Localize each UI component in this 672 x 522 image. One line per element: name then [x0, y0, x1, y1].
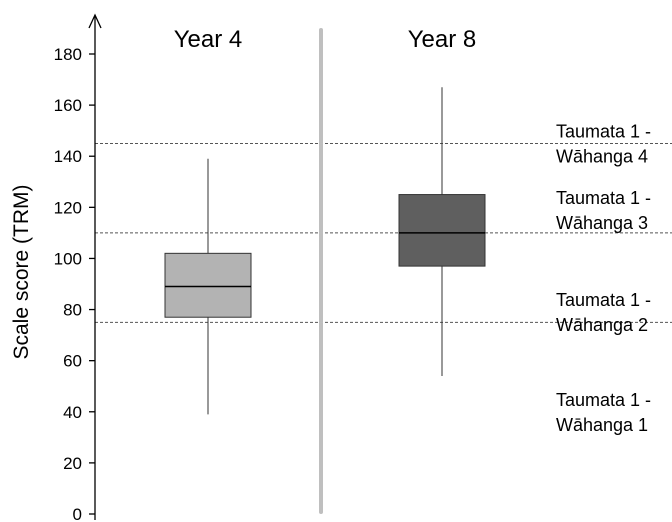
- y-tick-label-0: 0: [73, 505, 82, 522]
- year-4-label: Year 4: [174, 26, 243, 53]
- y-axis-arrow: [88, 13, 102, 29]
- y-tick-label-60: 60: [63, 352, 82, 371]
- band-label-4: Taumata 1 -Wāhanga 4: [556, 121, 651, 166]
- year-8-box: [398, 194, 486, 267]
- y-tick-label-20: 20: [63, 454, 82, 473]
- box-plots: Year 4 Year 8: [164, 26, 486, 514]
- band-label-1: Taumata 1 -Wāhanga 1: [556, 390, 651, 435]
- band-label-3: Taumata 1 -Wāhanga 3: [556, 188, 651, 233]
- y-tick-label-120: 120: [54, 198, 82, 217]
- y-axis: 0 20 40 60 80 100 120 140 160 180: [54, 13, 102, 522]
- y-axis-title: Scale score (TRM): [10, 184, 33, 359]
- y-tick-label-140: 140: [54, 147, 82, 166]
- band-label-2: Taumata 1 -Wāhanga 2: [556, 290, 651, 335]
- y-tick-label-180: 180: [54, 45, 82, 64]
- threshold-lines: [95, 142, 672, 323]
- band-labels: Taumata 1 -Wāhanga 4 Taumata 1 -Wāhanga 3…: [556, 121, 651, 434]
- y-tick-label-80: 80: [63, 301, 82, 320]
- y-tick-label-100: 100: [54, 249, 82, 268]
- year-4-box: [164, 252, 252, 318]
- y-tick-label-160: 160: [54, 96, 82, 115]
- y-tick-label-40: 40: [63, 403, 82, 422]
- year-8-label: Year 8: [408, 26, 477, 53]
